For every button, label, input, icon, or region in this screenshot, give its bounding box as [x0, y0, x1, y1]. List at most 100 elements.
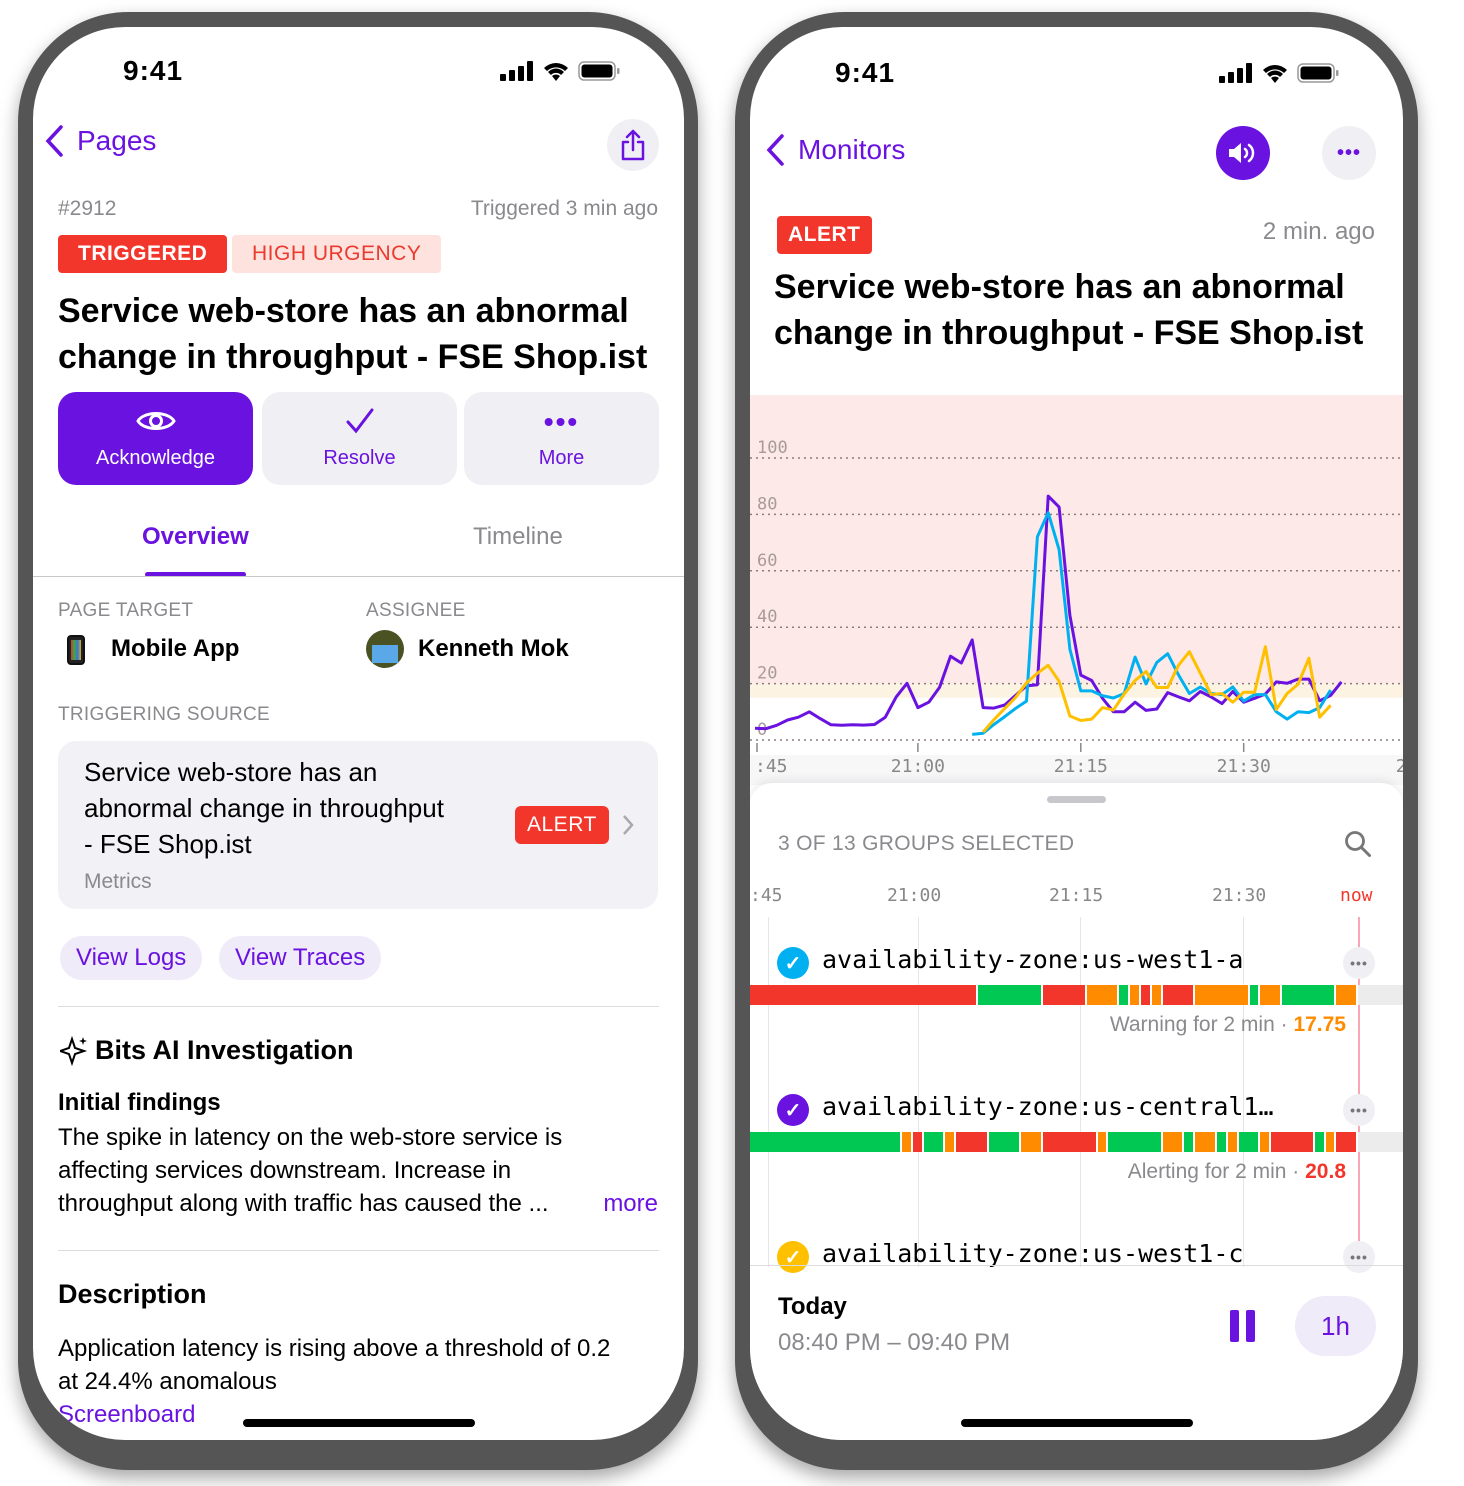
timeline-tick-label: 21:30 — [1212, 885, 1267, 906]
x-axis-band — [750, 755, 1403, 785]
status-segment-alert — [956, 1132, 989, 1152]
speaker-icon — [1229, 143, 1255, 163]
warning-threshold-band — [750, 683, 1403, 698]
title-line: Service web-store has an abnormal — [58, 292, 629, 330]
more-button[interactable]: ••• More — [464, 392, 659, 485]
tab-active-indicator — [145, 572, 246, 577]
title-line: Service web-store has an abnormal — [774, 268, 1345, 306]
alert-badge: ALERT — [515, 806, 609, 844]
assignee-label: ASSIGNEE — [366, 600, 466, 621]
urgency-badge: HIGH URGENCY — [232, 235, 442, 273]
y-tick-label: 100 — [757, 438, 788, 458]
status-segment-warn — [1260, 1132, 1272, 1152]
chevron-right-icon — [623, 815, 634, 835]
time-window-button[interactable]: 1h — [1295, 1296, 1376, 1356]
back-label: Pages — [77, 125, 157, 156]
status-segment-alert — [1162, 985, 1196, 1005]
share-button[interactable] — [607, 119, 659, 171]
status-segment-ok — [750, 1132, 903, 1152]
group-name: availability-zone:us-west1-c — [822, 1239, 1244, 1268]
more-link[interactable]: more — [603, 1190, 658, 1217]
tab-timeline[interactable]: Timeline — [473, 523, 563, 550]
status-segment-warn — [1336, 985, 1359, 1005]
home-indicator — [961, 1419, 1193, 1427]
back-button[interactable]: Pages — [45, 125, 156, 157]
description-text: Application latency is rising above a th… — [58, 1332, 610, 1431]
y-tick-label: 60 — [757, 551, 777, 571]
home-indicator — [243, 1419, 475, 1427]
monitor-title: Service web-store has an abnormal change… — [774, 264, 1363, 356]
screenboard-link[interactable]: Screenboard — [58, 1401, 196, 1428]
status-segment-warn — [1130, 985, 1141, 1005]
initial-findings-title: Initial findings — [58, 1089, 221, 1116]
cellular-signal-icon — [500, 61, 533, 81]
footer-range: 08:40 PM – 09:40 PM — [778, 1329, 1011, 1356]
status-time: 9:41 — [123, 55, 184, 86]
now-line — [1358, 917, 1360, 1267]
page-target-value: Mobile App — [111, 635, 240, 662]
group-status-caption: Warning for 2 min · 17.75 — [1109, 1013, 1346, 1036]
status-icons — [500, 61, 620, 81]
acknowledge-button[interactable]: Acknowledge — [58, 392, 253, 485]
status-segment-warn — [1227, 1132, 1239, 1152]
group-status-caption: Alerting for 2 min · 20.8 — [1127, 1160, 1346, 1183]
triggering-source-card[interactable]: Service web-store has an abnormal change… — [58, 741, 658, 909]
status-segment-ok — [1282, 985, 1337, 1005]
alert-badge: ALERT — [777, 216, 872, 254]
timeline-tick-label: :45 — [750, 885, 783, 906]
pause-button[interactable] — [1230, 1310, 1256, 1342]
source-line: Service web-store has an — [84, 757, 378, 787]
title-line: change in throughput - FSE Shop.ist — [774, 314, 1364, 352]
sheet-drag-handle[interactable] — [1047, 796, 1106, 803]
wifi-icon — [544, 63, 568, 81]
sound-button[interactable] — [1216, 126, 1270, 180]
view-traces-button[interactable]: View Traces — [219, 936, 382, 980]
group-name: availability-zone:us-central1… — [822, 1092, 1274, 1121]
status-segment-alert — [1271, 1132, 1315, 1152]
battery-icon — [1297, 63, 1339, 83]
status-icons — [1219, 63, 1339, 83]
description-title: Description — [58, 1279, 207, 1309]
back-button[interactable]: Monitors — [766, 134, 905, 166]
status-segment-ok — [1184, 1132, 1196, 1152]
resolve-label: Resolve — [323, 447, 396, 469]
triggered-time: Triggered 3 min ago — [470, 197, 658, 220]
timeline-tick-label: 21:15 — [1049, 885, 1104, 906]
status-time: 9:41 — [835, 57, 896, 88]
footer-divider — [750, 1265, 1403, 1266]
page-id: #2912 — [58, 197, 117, 220]
status-segment-warn — [1097, 1132, 1109, 1152]
x-tick-label: 21:00 — [891, 756, 945, 777]
timeline-gridline — [1080, 917, 1081, 1267]
alert-threshold-band — [750, 395, 1403, 684]
bits-ai-title: Bits AI Investigation — [95, 1035, 354, 1065]
status-segment-ok — [1119, 985, 1131, 1005]
group-checkbox[interactable]: ✓ — [777, 1241, 809, 1273]
group-checkbox[interactable]: ✓ — [777, 1094, 809, 1126]
status-segment-warn — [1325, 1132, 1337, 1152]
y-tick-label: 20 — [757, 664, 777, 684]
group-checkbox[interactable]: ✓ — [777, 947, 809, 979]
status-segment-ok — [988, 1132, 1022, 1152]
status-segment-warn — [1151, 985, 1163, 1005]
status-segment-alert — [1043, 1132, 1098, 1152]
share-icon — [621, 129, 645, 161]
triggered-badge: TRIGGERED — [58, 235, 228, 273]
group-more-button[interactable]: ••• — [1343, 947, 1375, 979]
status-segment-ok — [1238, 1132, 1261, 1152]
chevron-left-icon — [45, 125, 63, 157]
search-icon[interactable] — [1344, 830, 1372, 858]
group-more-button[interactable]: ••• — [1343, 1241, 1375, 1273]
group-more-button[interactable]: ••• — [1343, 1094, 1375, 1126]
cellular-signal-icon — [1219, 63, 1252, 83]
more-options-button[interactable]: ••• — [1322, 126, 1376, 180]
avatar — [366, 630, 404, 668]
checkmark-icon — [262, 407, 457, 437]
tab-overview[interactable]: Overview — [142, 523, 249, 550]
view-logs-button[interactable]: View Logs — [60, 936, 203, 980]
source-line: abnormal change in throughput — [84, 793, 444, 823]
tabs-divider — [33, 576, 684, 577]
resolve-button[interactable]: Resolve — [262, 392, 457, 485]
group-timeline: :45 21:00 21:15 21:30 now ✓ availability-zone:… — [750, 877, 1403, 1273]
